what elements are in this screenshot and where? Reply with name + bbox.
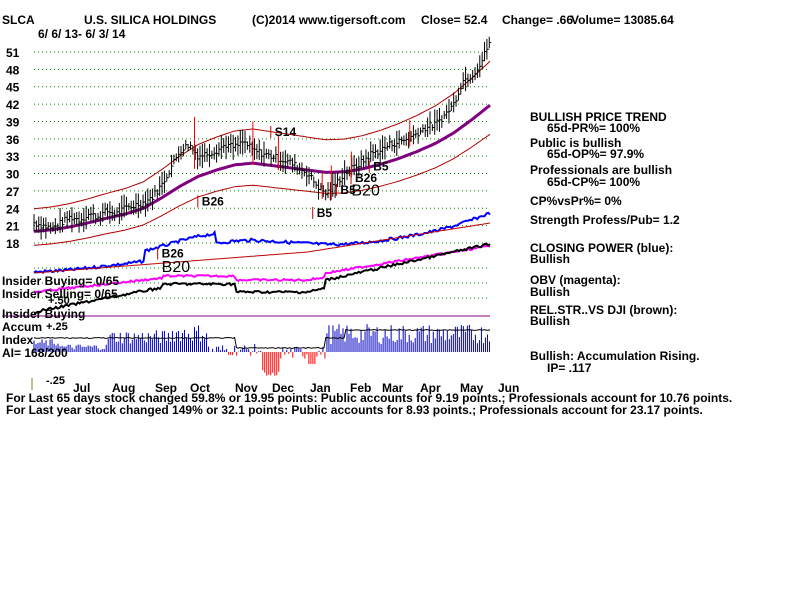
right-panel-line: CLOSING POWER (blue): (530, 241, 673, 255)
signal-label: B26 (355, 171, 377, 185)
signal-label: B20 (162, 259, 191, 276)
right-panel-line: Bullish (530, 252, 570, 266)
right-panel-line: 65d-PR%= 100% (547, 121, 640, 135)
signal-label: S14 (275, 125, 297, 139)
volume-label: Volume= 13085.64 (571, 13, 674, 27)
month-label: Jul (73, 381, 90, 395)
obv-line (33, 244, 491, 294)
closing-power-line (33, 211, 491, 275)
y-tick-label: 30 (6, 168, 20, 182)
accumulation-index (33, 324, 491, 376)
y-axis-ticks: 51 48 45 42 39 36 33 30 27 24 21 18 (6, 46, 20, 251)
insider-buying-label: Insider Buying= 0/65 (2, 274, 119, 288)
footer-line-2: For Last year stock changed 149% or 32.1… (6, 403, 703, 417)
right-panel-line: OBV (magenta): (530, 273, 621, 287)
company-label: U.S. SILICA HOLDINGS (84, 13, 216, 27)
x-axis-months: Jul Aug Sep Oct Nov Dec Jan Feb Mar Apr May Jun (31, 378, 519, 395)
y-tick-label: 36 (6, 133, 20, 147)
price-bands (33, 60, 491, 246)
y-tick-label: 21 (6, 220, 20, 234)
month-label: Nov (235, 381, 258, 395)
y-tick-label: 27 (6, 185, 20, 199)
right-panel-line: CP%vsPr%= 0% (530, 194, 622, 208)
upper-band (33, 60, 491, 210)
y-tick-label: 51 (6, 46, 20, 60)
month-label: Sep (155, 381, 177, 395)
copyright-label: (C)2014 www.tigersoft.com (252, 13, 406, 27)
right-panel-line: IP= .117 (547, 361, 592, 375)
right-panel-line: 65d-OP%= 97.9% (547, 147, 644, 161)
y-tick-label: 42 (6, 98, 20, 112)
y-tick-label: 39 (6, 115, 20, 129)
plus-25-label: +.25 (46, 321, 68, 333)
right-panel-line: Bullish: Accumulation Rising. (530, 349, 700, 363)
footer-text: For Last 65 days stock changed 59.8% or … (6, 391, 732, 417)
footer-line-1: For Last 65 days stock changed 59.8% or … (6, 391, 732, 405)
left-labels: Insider Buying= 0/65 Insider Selling= 0/… (2, 274, 119, 387)
y-tick-label: 48 (6, 63, 20, 77)
ai-label: AI= 168/200 (2, 346, 68, 360)
accum-label: Accum (2, 320, 42, 334)
right-panel-line: Strength Profess/Pub= 1.2 (530, 213, 680, 227)
month-label: Dec (272, 381, 294, 395)
right-panel-line: 65d-CP%= 100% (547, 175, 640, 189)
price-grid (2, 51, 490, 317)
right-panel-line: Public is bullish (530, 136, 621, 150)
relative-strength-line (33, 242, 491, 315)
insider-buying-label-2: Insider Buying (2, 307, 85, 321)
date-range-label: 6/ 6/ 13- 6/ 3/ 14 (38, 27, 126, 41)
signal-label: B5 (340, 183, 356, 197)
y-tick-label: 18 (6, 237, 20, 251)
chart-header: SLCA U.S. SILICA HOLDINGS (C)2014 www.ti… (2, 13, 674, 41)
insider-selling-label: Insider Selling= 0/65 (2, 287, 118, 301)
y-tick-label: 24 (6, 202, 20, 216)
rel-strength (33, 242, 491, 315)
month-label: Jun (498, 381, 519, 395)
right-panel-line: REL.STR..VS DJI (brown): (530, 303, 677, 317)
month-label: Jan (310, 381, 331, 395)
right-panel-line: Bullish (530, 314, 570, 328)
lower-band (33, 133, 491, 246)
month-label: May (460, 381, 484, 395)
signal-label: B26 (162, 246, 184, 260)
index-label: Index (2, 333, 34, 347)
obv (33, 244, 491, 294)
y-tick-label: 33 (6, 150, 20, 164)
minus-25-label: -.25 (46, 375, 65, 387)
signal-label: B5 (373, 160, 389, 174)
cp-trend (33, 222, 491, 274)
plus-50-label: +.50 (48, 295, 70, 307)
change-label: Change= .66 (502, 13, 573, 27)
month-label: Mar (382, 381, 404, 395)
month-label: Aug (112, 381, 135, 395)
accum-ma (33, 328, 491, 350)
signal-label: B26 (202, 194, 224, 208)
month-label: Feb (350, 381, 371, 395)
ticker-label: SLCA (2, 13, 35, 27)
signal-label: B5 (317, 206, 333, 220)
price-series (33, 36, 492, 240)
right-panel-line: Professionals are bullish (530, 163, 672, 177)
month-label: Apr (420, 381, 441, 395)
signal-label: B20 (351, 183, 380, 200)
close-label: Close= 52.4 (421, 13, 488, 27)
right-panel-line: Bullish (530, 285, 570, 299)
right-panel-line: BULLISH PRICE TREND (530, 110, 667, 124)
month-label: Oct (190, 381, 210, 395)
y-tick-label: 45 (6, 81, 20, 95)
